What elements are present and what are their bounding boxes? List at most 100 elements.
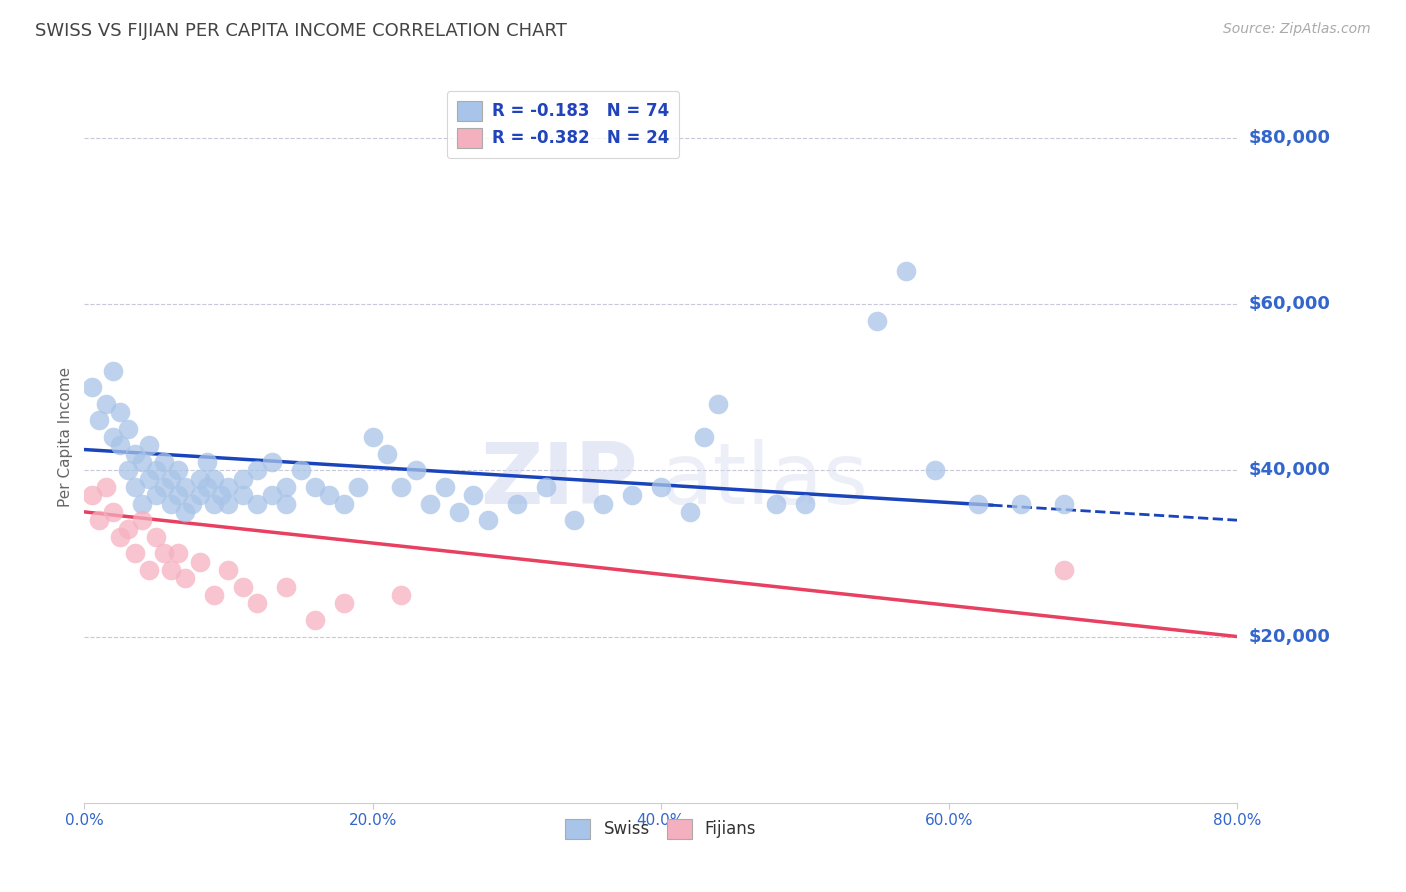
Point (506, 497, 529, 511)
Y-axis label: Per Capita Income: Per Capita Income (58, 367, 73, 508)
Point (290, 463, 312, 477)
Point (679, 505, 702, 519)
Point (592, 497, 614, 511)
Point (202, 472, 225, 486)
Point (202, 588, 225, 602)
Point (765, 497, 787, 511)
Point (152, 480, 174, 494)
Text: $20,000: $20,000 (1249, 628, 1330, 646)
Text: $60,000: $60,000 (1249, 295, 1330, 313)
Text: Source: ZipAtlas.com: Source: ZipAtlas.com (1223, 22, 1371, 37)
Point (218, 497, 240, 511)
Point (117, 463, 139, 477)
Point (152, 455, 174, 469)
Point (195, 480, 218, 494)
Point (276, 497, 298, 511)
Point (87, 413, 110, 427)
Point (160, 472, 183, 486)
Point (534, 480, 557, 494)
Point (276, 580, 298, 594)
Point (110, 405, 132, 419)
Point (117, 422, 139, 436)
Point (138, 563, 160, 577)
Point (110, 530, 132, 544)
Point (347, 480, 370, 494)
Point (202, 497, 225, 511)
Point (449, 505, 471, 519)
Point (145, 488, 167, 502)
Point (138, 472, 160, 486)
Point (174, 505, 197, 519)
Point (650, 480, 672, 494)
Point (232, 472, 254, 486)
Point (209, 488, 232, 502)
Point (167, 546, 190, 560)
Point (110, 438, 132, 452)
Point (333, 596, 356, 610)
Point (174, 571, 197, 585)
Point (894, 264, 917, 278)
Point (87, 513, 110, 527)
Point (391, 480, 413, 494)
Point (124, 447, 146, 461)
Point (1010, 497, 1032, 511)
Point (477, 513, 499, 527)
Point (304, 613, 326, 627)
Point (80, 380, 103, 394)
Point (103, 363, 124, 377)
Text: $80,000: $80,000 (1249, 128, 1330, 147)
Point (1053, 563, 1076, 577)
Point (260, 455, 283, 469)
Point (707, 397, 730, 411)
Point (188, 555, 211, 569)
Point (188, 472, 211, 486)
Point (218, 480, 240, 494)
Point (94, 480, 117, 494)
Point (967, 497, 990, 511)
Point (405, 463, 427, 477)
Point (218, 563, 240, 577)
Point (246, 497, 269, 511)
Point (246, 463, 269, 477)
Point (167, 463, 190, 477)
Point (124, 480, 146, 494)
Point (693, 430, 716, 444)
Point (1053, 497, 1076, 511)
Point (160, 497, 183, 511)
Point (361, 430, 384, 444)
Point (419, 497, 441, 511)
Point (152, 546, 174, 560)
Point (131, 513, 153, 527)
Point (866, 314, 889, 328)
Text: ZIP: ZIP (479, 440, 638, 523)
Text: $40,000: $40,000 (1249, 461, 1330, 479)
Point (174, 480, 197, 494)
Point (318, 488, 340, 502)
Point (103, 505, 124, 519)
Point (145, 530, 167, 544)
Point (304, 480, 326, 494)
Point (138, 438, 160, 452)
Point (232, 580, 254, 594)
Point (80, 488, 103, 502)
Point (333, 497, 356, 511)
Point (564, 513, 586, 527)
Point (276, 480, 298, 494)
Point (924, 463, 946, 477)
Point (124, 546, 146, 560)
Point (188, 488, 211, 502)
Point (145, 463, 167, 477)
Point (167, 488, 190, 502)
Point (794, 497, 817, 511)
Legend: Swiss, Fijians: Swiss, Fijians (558, 812, 763, 846)
Point (621, 488, 644, 502)
Point (160, 563, 183, 577)
Point (131, 497, 153, 511)
Text: atlas: atlas (661, 440, 869, 523)
Point (117, 521, 139, 535)
Text: SWISS VS FIJIAN PER CAPITA INCOME CORRELATION CHART: SWISS VS FIJIAN PER CAPITA INCOME CORREL… (35, 22, 567, 40)
Point (433, 480, 456, 494)
Point (260, 488, 283, 502)
Point (181, 497, 204, 511)
Point (463, 488, 485, 502)
